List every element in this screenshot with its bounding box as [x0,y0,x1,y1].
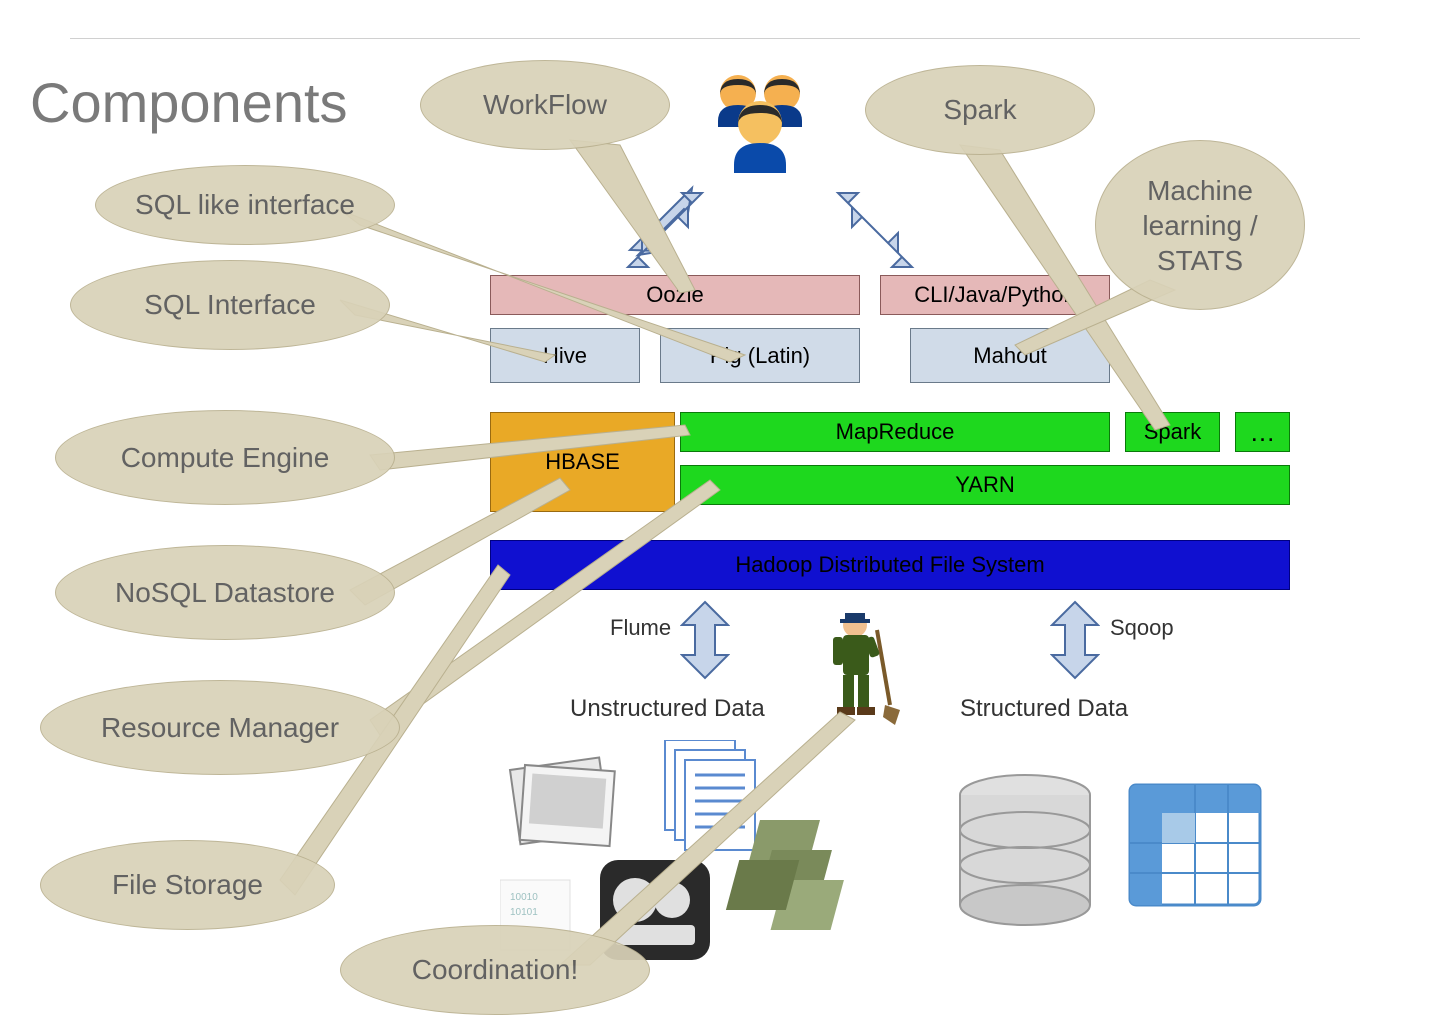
callout-ml-label: Machine learning / STATS [1096,173,1304,278]
callout-file-storage: File Storage [40,840,335,930]
box-cli-label: CLI/Java/Python [914,282,1075,308]
callout-sql-like: SQL like interface [95,165,395,245]
page-title: Components [30,70,348,135]
box-cli: CLI/Java/Python [880,275,1110,315]
callout-sql-like-label: SQL like interface [135,189,355,221]
callout-workflow-label: WorkFlow [483,89,607,121]
box-mapreduce: MapReduce [680,412,1110,452]
callout-spark-label: Spark [943,94,1016,126]
callout-coordination: Coordination! [340,925,650,1015]
callout-file-storage-label: File Storage [112,869,263,901]
box-hbase: HBASE [490,412,675,512]
box-ellipsis: … [1235,412,1290,452]
box-hbase-label: HBASE [545,449,620,475]
box-ellipsis-label: … [1250,417,1276,448]
callout-compute-label: Compute Engine [121,442,330,474]
arrow-sqoop [1050,600,1100,685]
arrow-flume [680,600,730,685]
arrow-users-right [830,185,920,280]
box-spark-label: Spark [1144,419,1201,445]
callout-resource: Resource Manager [40,680,400,775]
box-oozie-label: Oozie [646,282,703,308]
box-pig-label: Pig (Latin) [710,343,810,369]
box-hive: Hive [490,328,640,383]
callout-resource-label: Resource Manager [101,712,339,744]
box-yarn: YARN [680,465,1290,505]
callout-sql-interface-label: SQL Interface [144,289,316,321]
box-yarn-label: YARN [955,472,1015,498]
callout-workflow: WorkFlow [420,60,670,150]
box-hdfs-label: Hadoop Distributed File System [735,552,1044,578]
gardener-icon [815,605,905,740]
callout-sql-interface: SQL Interface [70,260,390,350]
label-sqoop: Sqoop [1110,615,1174,641]
callout-coordination-label: Coordination! [412,954,579,986]
box-mahout-label: Mahout [973,343,1046,369]
svg-text:10101: 10101 [510,907,538,918]
callout-spark: Spark [865,65,1095,155]
callout-compute: Compute Engine [55,410,395,505]
structured-icons [950,760,1280,960]
box-mapreduce-label: MapReduce [836,419,955,445]
box-pig: Pig (Latin) [660,328,860,383]
label-structured: Structured Data [960,695,1128,723]
callout-nosql-label: NoSQL Datastore [115,577,335,609]
box-oozie: Oozie [490,275,860,315]
arrow-users-left [620,185,710,280]
box-hive-label: Hive [543,343,587,369]
box-spark: Spark [1125,412,1220,452]
users-icon [700,65,820,175]
label-unstructured: Unstructured Data [570,695,765,723]
label-flume: Flume [610,615,671,641]
svg-text:10010: 10010 [510,892,538,903]
callout-nosql: NoSQL Datastore [55,545,395,640]
box-mahout: Mahout [910,328,1110,383]
box-hdfs: Hadoop Distributed File System [490,540,1290,590]
callout-ml: Machine learning / STATS [1095,140,1305,310]
